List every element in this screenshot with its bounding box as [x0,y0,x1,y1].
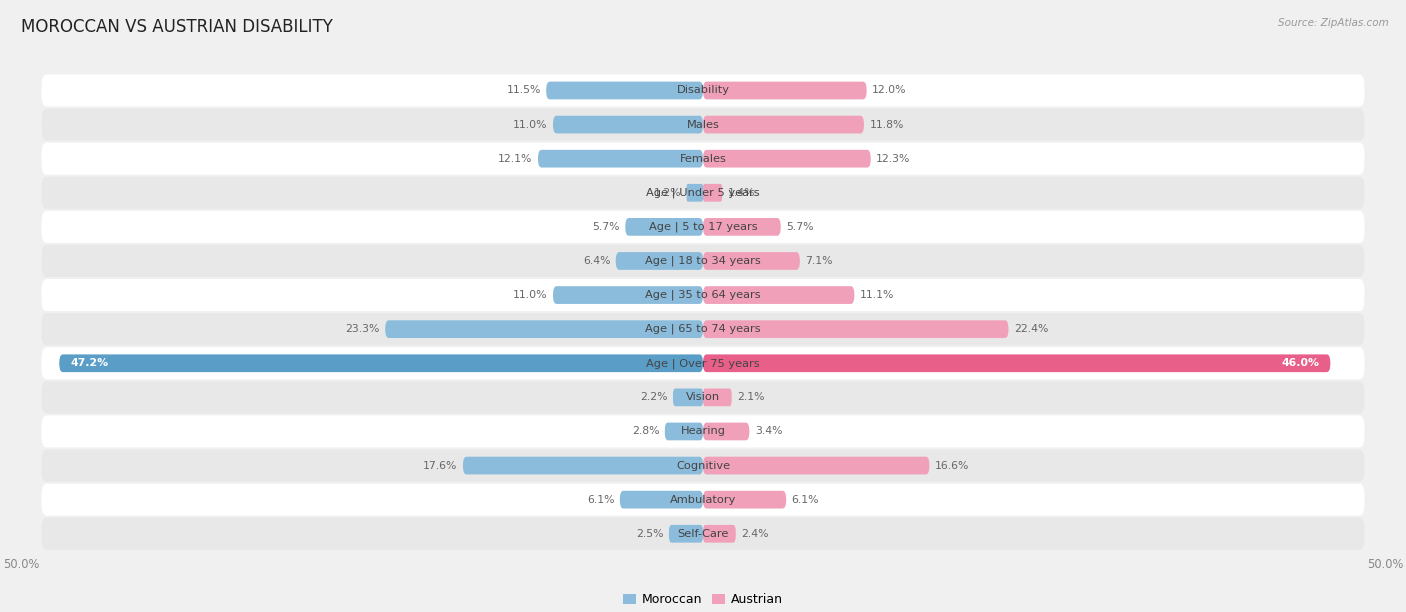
Text: 3.4%: 3.4% [755,427,782,436]
FancyBboxPatch shape [703,423,749,440]
Text: 11.0%: 11.0% [513,119,547,130]
FancyBboxPatch shape [620,491,703,509]
Text: Source: ZipAtlas.com: Source: ZipAtlas.com [1278,18,1389,28]
Text: 2.2%: 2.2% [640,392,668,402]
Text: 2.5%: 2.5% [636,529,664,539]
Text: 23.3%: 23.3% [346,324,380,334]
Text: 11.8%: 11.8% [869,119,904,130]
Text: 1.2%: 1.2% [654,188,681,198]
Text: Age | Under 5 years: Age | Under 5 years [647,187,759,198]
Text: 46.0%: 46.0% [1281,358,1319,368]
Text: Age | 18 to 34 years: Age | 18 to 34 years [645,256,761,266]
FancyBboxPatch shape [703,525,735,543]
Text: 7.1%: 7.1% [806,256,832,266]
Text: MOROCCAN VS AUSTRIAN DISABILITY: MOROCCAN VS AUSTRIAN DISABILITY [21,18,333,36]
Legend: Moroccan, Austrian: Moroccan, Austrian [619,588,787,611]
Text: 1.4%: 1.4% [727,188,755,198]
FancyBboxPatch shape [616,252,703,270]
Text: Hearing: Hearing [681,427,725,436]
FancyBboxPatch shape [42,347,1364,379]
FancyBboxPatch shape [673,389,703,406]
FancyBboxPatch shape [42,381,1364,413]
Text: 2.8%: 2.8% [631,427,659,436]
Text: 12.0%: 12.0% [872,86,907,95]
FancyBboxPatch shape [42,108,1364,141]
Text: 5.7%: 5.7% [592,222,620,232]
FancyBboxPatch shape [42,313,1364,345]
FancyBboxPatch shape [703,116,863,133]
FancyBboxPatch shape [703,457,929,474]
FancyBboxPatch shape [42,518,1364,550]
FancyBboxPatch shape [42,143,1364,174]
FancyBboxPatch shape [703,389,731,406]
Text: Age | Over 75 years: Age | Over 75 years [647,358,759,368]
FancyBboxPatch shape [42,177,1364,209]
FancyBboxPatch shape [703,150,870,168]
Text: 16.6%: 16.6% [935,461,969,471]
FancyBboxPatch shape [553,116,703,133]
Text: Age | 35 to 64 years: Age | 35 to 64 years [645,290,761,300]
FancyBboxPatch shape [703,218,780,236]
FancyBboxPatch shape [626,218,703,236]
FancyBboxPatch shape [385,320,703,338]
Text: Cognitive: Cognitive [676,461,730,471]
Text: Ambulatory: Ambulatory [669,494,737,505]
FancyBboxPatch shape [703,354,1330,372]
FancyBboxPatch shape [59,354,703,372]
Text: Females: Females [679,154,727,163]
Text: 6.4%: 6.4% [582,256,610,266]
Text: 17.6%: 17.6% [423,461,457,471]
FancyBboxPatch shape [42,416,1364,447]
Text: 6.1%: 6.1% [792,494,820,505]
Text: 6.1%: 6.1% [586,494,614,505]
FancyBboxPatch shape [553,286,703,304]
Text: 2.1%: 2.1% [737,392,765,402]
FancyBboxPatch shape [703,252,800,270]
Text: 12.1%: 12.1% [498,154,533,163]
Text: 47.2%: 47.2% [70,358,108,368]
FancyBboxPatch shape [42,245,1364,277]
Text: Age | 5 to 17 years: Age | 5 to 17 years [648,222,758,232]
FancyBboxPatch shape [42,75,1364,106]
Text: Disability: Disability [676,86,730,95]
FancyBboxPatch shape [703,286,855,304]
FancyBboxPatch shape [463,457,703,474]
Text: 11.0%: 11.0% [513,290,547,300]
FancyBboxPatch shape [42,211,1364,243]
Text: 11.5%: 11.5% [506,86,541,95]
Text: 2.4%: 2.4% [741,529,769,539]
FancyBboxPatch shape [686,184,703,201]
FancyBboxPatch shape [665,423,703,440]
Text: Males: Males [686,119,720,130]
FancyBboxPatch shape [669,525,703,543]
Text: Age | 65 to 74 years: Age | 65 to 74 years [645,324,761,334]
FancyBboxPatch shape [703,184,723,201]
Text: 12.3%: 12.3% [876,154,911,163]
Text: 22.4%: 22.4% [1014,324,1049,334]
FancyBboxPatch shape [42,483,1364,516]
Text: 11.1%: 11.1% [860,290,894,300]
Text: 5.7%: 5.7% [786,222,814,232]
FancyBboxPatch shape [703,81,866,99]
FancyBboxPatch shape [538,150,703,168]
FancyBboxPatch shape [703,491,786,509]
FancyBboxPatch shape [42,450,1364,482]
FancyBboxPatch shape [546,81,703,99]
FancyBboxPatch shape [42,279,1364,311]
Text: Vision: Vision [686,392,720,402]
Text: Self-Care: Self-Care [678,529,728,539]
FancyBboxPatch shape [703,320,1008,338]
